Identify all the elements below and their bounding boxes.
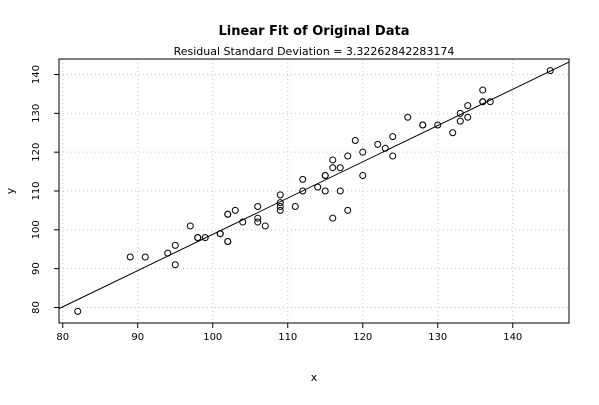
x-tick-label: 130 xyxy=(428,332,447,343)
y-tick-label: 80 xyxy=(31,301,42,314)
data-point xyxy=(381,144,389,152)
y-tick-label: 120 xyxy=(31,143,42,162)
data-point xyxy=(164,249,172,257)
chart-title: Linear Fit of Original Data xyxy=(219,24,410,39)
data-point xyxy=(486,98,494,106)
data-point xyxy=(186,222,194,230)
data-point xyxy=(171,261,179,269)
points-layer xyxy=(74,67,554,315)
data-point xyxy=(276,199,284,207)
data-point xyxy=(194,234,202,242)
data-point xyxy=(344,152,352,160)
data-point xyxy=(276,203,284,211)
y-axis-label: y xyxy=(4,187,17,194)
data-point xyxy=(321,187,329,195)
x-axis: 80 90 100 110 120 130 140 xyxy=(56,323,522,343)
data-point xyxy=(276,206,284,214)
data-point xyxy=(254,214,262,222)
data-point xyxy=(171,241,179,249)
data-point xyxy=(404,113,412,121)
data-point xyxy=(389,133,397,141)
data-point xyxy=(261,222,269,230)
data-point xyxy=(336,187,344,195)
data-point xyxy=(314,183,322,191)
data-point xyxy=(299,175,307,183)
data-point xyxy=(201,234,209,242)
x-tick-label: 120 xyxy=(353,332,372,343)
data-point xyxy=(74,307,82,315)
fit-line-layer xyxy=(58,61,570,310)
fit-line xyxy=(58,61,570,310)
data-point xyxy=(449,129,457,137)
y-axis: 80 90 100 110 120 130 140 xyxy=(31,65,59,314)
data-point xyxy=(344,206,352,214)
data-point xyxy=(224,237,232,245)
data-point xyxy=(351,137,359,145)
data-point xyxy=(434,121,442,129)
x-tick-label: 110 xyxy=(278,332,297,343)
data-point xyxy=(419,121,427,129)
data-point xyxy=(329,164,337,172)
x-tick-label: 80 xyxy=(56,332,69,343)
chart-subtitle: Residual Standard Deviation = 3.32262842… xyxy=(174,45,455,58)
data-point xyxy=(359,171,367,179)
data-point xyxy=(479,98,487,106)
y-tick-label: 100 xyxy=(31,220,42,239)
y-tick-label: 130 xyxy=(31,104,42,123)
data-point xyxy=(464,113,472,121)
x-tick-label: 100 xyxy=(203,332,222,343)
data-point xyxy=(374,140,382,148)
data-point xyxy=(254,218,262,226)
grid xyxy=(59,59,569,323)
y-tick-label: 90 xyxy=(31,262,42,275)
data-point xyxy=(329,156,337,164)
data-point xyxy=(321,171,329,179)
data-point xyxy=(389,152,397,160)
data-point xyxy=(456,109,464,117)
x-tick-label: 90 xyxy=(131,332,144,343)
data-point xyxy=(464,102,472,110)
x-axis-label: x xyxy=(311,371,318,384)
data-point xyxy=(239,218,247,226)
data-point xyxy=(216,230,224,238)
data-point xyxy=(546,67,554,75)
data-point xyxy=(141,253,149,261)
data-point xyxy=(276,191,284,199)
data-point xyxy=(231,206,239,214)
y-tick-label: 140 xyxy=(31,65,42,84)
data-point xyxy=(126,253,134,261)
data-point xyxy=(456,117,464,125)
data-point xyxy=(336,164,344,172)
data-point xyxy=(224,210,232,218)
data-point xyxy=(254,203,262,211)
y-tick-label: 110 xyxy=(31,181,42,200)
data-point xyxy=(479,86,487,94)
data-point xyxy=(359,148,367,156)
data-point xyxy=(299,187,307,195)
x-tick-label: 140 xyxy=(503,332,522,343)
data-point xyxy=(329,214,337,222)
data-point xyxy=(291,203,299,211)
